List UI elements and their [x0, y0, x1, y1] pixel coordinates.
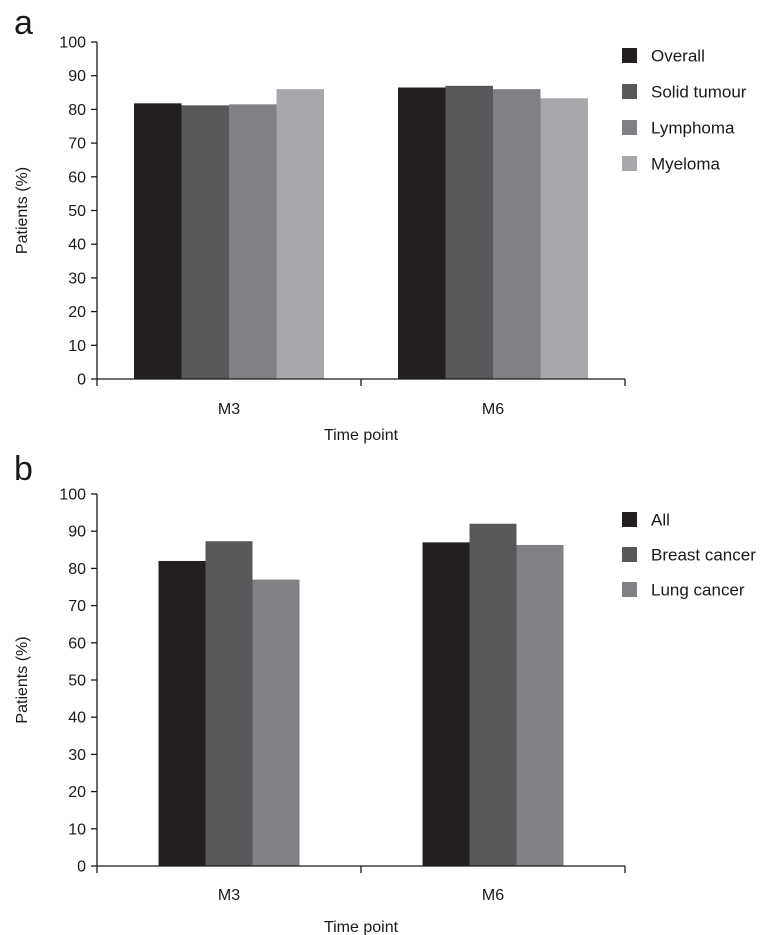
legend-item: Solid tumour: [622, 83, 747, 102]
bar-b-m6-1: [422, 542, 470, 866]
x-tick-label: M3: [218, 401, 240, 418]
y-tick-label: 50: [68, 203, 86, 220]
y-tick-label: 100: [59, 487, 86, 504]
y-tick-label: 30: [68, 270, 86, 287]
y-tick-label: 50: [68, 673, 86, 690]
bar-a-m3-2: [181, 105, 229, 379]
legend-swatch: [622, 48, 637, 63]
y-tick-label: 80: [68, 561, 86, 578]
y-tick-label: 40: [68, 237, 86, 254]
legend-item: Lung cancer: [622, 581, 745, 600]
bar-b-m3-3: [252, 579, 300, 866]
legend-swatch: [622, 120, 637, 135]
bar-b-m6-3: [516, 544, 564, 866]
legend-item: Myeloma: [622, 155, 721, 174]
legend-label: Solid tumour: [651, 83, 747, 102]
legend: Overall Solid tumour Lymphoma Myeloma: [622, 47, 747, 174]
legend-label: All: [651, 511, 670, 530]
y-tick-label: 60: [68, 169, 86, 186]
bar-a-m6-4: [540, 98, 588, 380]
y-tick-label: 0: [77, 372, 86, 389]
bar-a-m3-1: [134, 103, 182, 380]
legend-item: Overall: [622, 47, 705, 66]
bar-a-m6-3: [493, 89, 541, 380]
x-tick-label: M3: [218, 887, 240, 904]
y-tick-label: 30: [68, 747, 86, 764]
y-tick-label: 40: [68, 710, 86, 727]
panel-letter: b: [14, 450, 33, 488]
legend-item: Breast cancer: [622, 546, 756, 565]
bar-b-m6-2: [469, 523, 517, 866]
panel-letter: a: [14, 4, 33, 42]
y-tick-label: 60: [68, 635, 86, 652]
y-tick-label: 70: [68, 598, 86, 615]
legend-label: Overall: [651, 47, 705, 66]
legend-item: Lymphoma: [622, 119, 735, 138]
legend-item: All: [622, 511, 670, 530]
bar-a-m3-3: [229, 104, 277, 379]
chart-panel-a: a 0 10 20 30 40 50 60 70 80 90 100 M3 M6 Time point Pat…: [14, 4, 747, 444]
x-axis-title: Time point: [324, 919, 399, 935]
bar-a-m6-2: [445, 85, 493, 379]
y-tick-label: 10: [68, 338, 86, 355]
legend-label: Breast cancer: [651, 546, 756, 565]
y-tick-label: 20: [68, 784, 86, 801]
y-tick-label: 70: [68, 136, 86, 153]
y-tick-label: 100: [59, 35, 86, 52]
chart-panel-b: b 0 10 20 30 40 50 60 70 80 90 100 M3 M6 Time point Pat…: [14, 450, 756, 935]
x-tick-label: M6: [482, 887, 504, 904]
y-tick-label: 10: [68, 821, 86, 838]
bar-b-m3-1: [158, 560, 206, 866]
legend-swatch: [622, 156, 637, 171]
legend-swatch: [622, 547, 637, 562]
x-axis-title: Time point: [324, 427, 399, 444]
bar-a-m6-1: [398, 87, 446, 380]
legend-label: Lymphoma: [651, 119, 735, 138]
y-tick-label: 90: [68, 524, 86, 541]
legend-label: Lung cancer: [651, 581, 745, 600]
legend-label: Myeloma: [651, 155, 721, 174]
legend-swatch: [622, 84, 637, 99]
y-tick-label: 0: [77, 859, 86, 876]
bar-b-m3-2: [205, 541, 253, 866]
y-axis-title: Patients (%): [14, 167, 31, 254]
x-tick-label: M6: [482, 401, 504, 418]
y-tick-label: 20: [68, 304, 86, 321]
y-tick-label: 90: [68, 68, 86, 85]
legend: All Breast cancer Lung cancer: [622, 511, 756, 600]
y-axis-title: Patients (%): [14, 636, 31, 723]
legend-swatch: [622, 582, 637, 597]
bar-a-m3-4: [276, 89, 324, 380]
y-tick-label: 80: [68, 102, 86, 119]
legend-swatch: [622, 512, 637, 527]
